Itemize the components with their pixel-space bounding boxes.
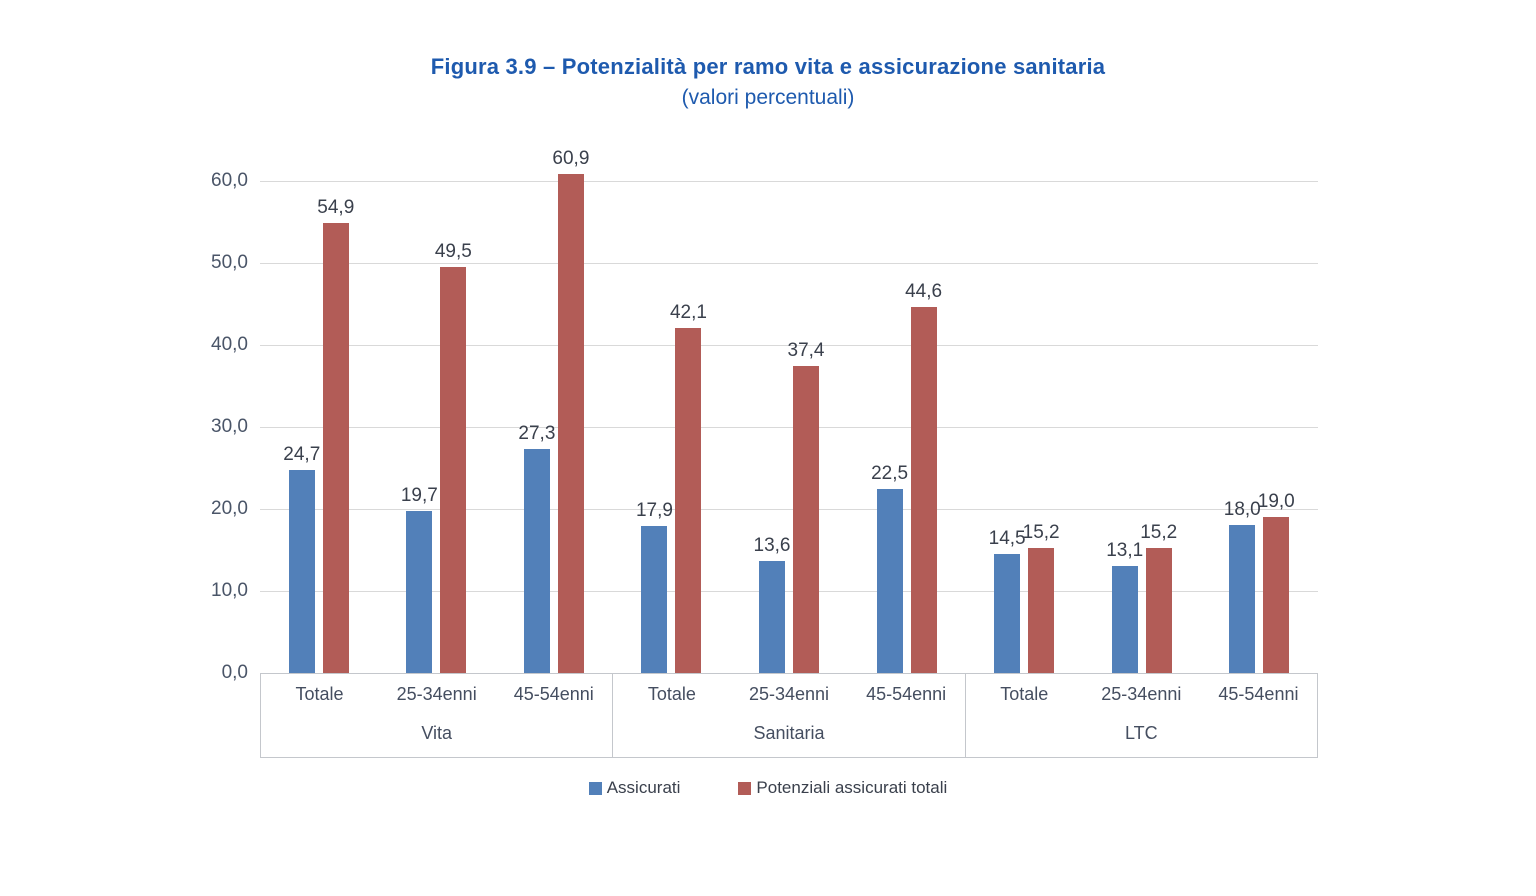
- y-tick-label: 0,0: [221, 662, 248, 683]
- value-label: 37,4: [787, 340, 825, 362]
- gridline: [260, 591, 1318, 592]
- y-tick-label: 30,0: [211, 416, 248, 437]
- value-label: 13,1: [1106, 539, 1144, 561]
- legend-label: Assicurati: [606, 778, 681, 797]
- value-label: 27,3: [518, 423, 556, 445]
- bar-pair: 18,0 19,0: [1200, 181, 1318, 673]
- value-label: 14,5: [988, 528, 1026, 550]
- bar-assicurati: 17,9: [636, 500, 673, 673]
- category-label: Totale: [295, 684, 344, 705]
- category-label-row: Totale 25-34enni 45-54enni: [261, 674, 612, 715]
- category-axis: Totale 25-34enni 45-54enni Vita Totale 25-34e…: [260, 673, 1318, 758]
- bar-pair: 13,6 37,4: [730, 181, 848, 673]
- bar-potenziali-assicurati-totali: 54,9: [317, 197, 354, 673]
- category-label: 45-54enni: [513, 684, 594, 705]
- bar-potenziali-assicurati-totali: 15,2: [1140, 522, 1177, 673]
- category-label: 25-34enni: [1101, 684, 1182, 705]
- legend-item-potenziali-assicurati-totali: Potenziali assicurati totali: [738, 778, 947, 798]
- value-label: 19,0: [1257, 491, 1295, 513]
- bar-assicurati: 19,7: [401, 485, 438, 673]
- value-label: 49,5: [434, 241, 472, 263]
- value-label: 22,5: [871, 462, 909, 484]
- value-label: 15,2: [1022, 522, 1060, 544]
- bar-pair: 14,5 15,2: [965, 181, 1083, 673]
- category-label: Totale: [1000, 684, 1049, 705]
- bar-pair: 19,7 49,5: [378, 181, 496, 673]
- gridline: [260, 427, 1318, 428]
- bar-series-container: 24,7 54,9 19,7 49,5 27,3 60,9 17,9 42,1 13,6 37,4…: [260, 148, 1318, 673]
- bar-assicurati: 18,0: [1224, 499, 1261, 673]
- category-group-ltc: Totale 25-34enni 45-54enni LTC: [964, 674, 1317, 757]
- category-label: 45-54enni: [1218, 684, 1299, 705]
- legend-label: Potenziali assicurati totali: [756, 778, 948, 797]
- bar-group-sanitaria: 17,9 42,1 13,6 37,4 22,5 44,6: [613, 181, 966, 673]
- category-label: 25-34enni: [396, 684, 477, 705]
- bar-group-vita: 24,7 54,9 19,7 49,5 27,3 60,9: [260, 148, 613, 673]
- value-label: 54,9: [317, 196, 355, 218]
- y-tick-label: 60,0: [211, 170, 248, 191]
- y-tick-label: 10,0: [211, 580, 248, 601]
- bar-potenziali-assicurati-totali: 19,0: [1258, 491, 1295, 673]
- gridline: [260, 181, 1318, 182]
- bar-potenziali-assicurati-totali: 60,9: [552, 148, 589, 673]
- y-axis: 60,0 50,0 40,0 30,0 20,0 10,0 0,0: [168, 170, 248, 683]
- bar-pair: 24,7 54,9: [260, 181, 378, 673]
- plot-area: 24,7 54,9 19,7 49,5 27,3 60,9 17,9 42,1 13,6 37,4…: [260, 148, 1318, 673]
- figure-subtitle: (valori percentuali): [681, 86, 855, 109]
- bar-assicurati: 13,6: [754, 535, 791, 673]
- category-label-row: Totale 25-34enni 45-54enni: [966, 674, 1317, 715]
- bar-potenziali-assicurati-totali: 44,6: [905, 281, 942, 673]
- legend-swatch-assicurati-icon: [588, 781, 602, 795]
- bar-pair: 13,1 15,2: [1083, 181, 1201, 673]
- value-label: 19,7: [400, 485, 438, 507]
- category-group-sanitaria: Totale 25-34enni 45-54enni Sanitaria: [612, 674, 964, 757]
- y-tick-label: 40,0: [211, 334, 248, 355]
- bar-potenziali-assicurati-totali: 37,4: [788, 340, 825, 673]
- group-label: LTC: [1124, 722, 1158, 743]
- bar-group-ltc: 14,5 15,2 13,1 15,2 18,0 19,0: [965, 181, 1318, 673]
- category-label: 25-34enni: [748, 684, 830, 705]
- bar-assicurati: 27,3: [518, 423, 555, 673]
- bar-assicurati: 14,5: [989, 528, 1026, 673]
- value-label: 42,1: [669, 301, 707, 323]
- gridline: [260, 509, 1318, 510]
- figure-title: Figura 3.9 – Potenzialità per ramo vita …: [430, 54, 1106, 79]
- bar-potenziali-assicurati-totali: 42,1: [670, 302, 707, 673]
- gridline: [260, 345, 1318, 346]
- bar-potenziali-assicurati-totali: 49,5: [435, 241, 472, 673]
- legend: Assicurati Potenziali assicurati totali: [260, 778, 1276, 798]
- y-tick-label: 50,0: [211, 252, 248, 273]
- value-label: 18,0: [1223, 499, 1261, 521]
- gridline: [260, 263, 1318, 264]
- value-label: 60,9: [552, 147, 590, 169]
- bar-pair: 22,5 44,6: [848, 181, 966, 673]
- bar-assicurati: 24,7: [283, 444, 320, 673]
- category-label-row: Totale 25-34enni 45-54enni: [613, 674, 964, 715]
- y-tick-label: 20,0: [211, 498, 248, 519]
- value-label: 13,6: [753, 535, 791, 557]
- bar-assicurati: 13,1: [1106, 540, 1143, 673]
- category-label: Totale: [647, 684, 696, 705]
- category-label: 45-54enni: [866, 684, 947, 705]
- legend-item-assicurati: Assicurati: [588, 778, 681, 798]
- bar-pair: 17,9 42,1: [613, 181, 731, 673]
- group-label: Vita: [421, 722, 453, 743]
- value-label: 15,2: [1140, 522, 1178, 544]
- bar-assicurati: 22,5: [871, 463, 908, 673]
- bar-potenziali-assicurati-totali: 15,2: [1023, 522, 1060, 673]
- category-group-vita: Totale 25-34enni 45-54enni Vita: [261, 674, 612, 757]
- value-label: 17,9: [635, 500, 673, 522]
- value-label: 24,7: [283, 444, 321, 466]
- legend-swatch-potenziali-assicurati-totali-icon: [738, 781, 752, 795]
- value-label: 44,6: [905, 281, 943, 303]
- bar-pair: 27,3 60,9: [495, 148, 613, 673]
- group-label: Sanitaria: [753, 722, 825, 743]
